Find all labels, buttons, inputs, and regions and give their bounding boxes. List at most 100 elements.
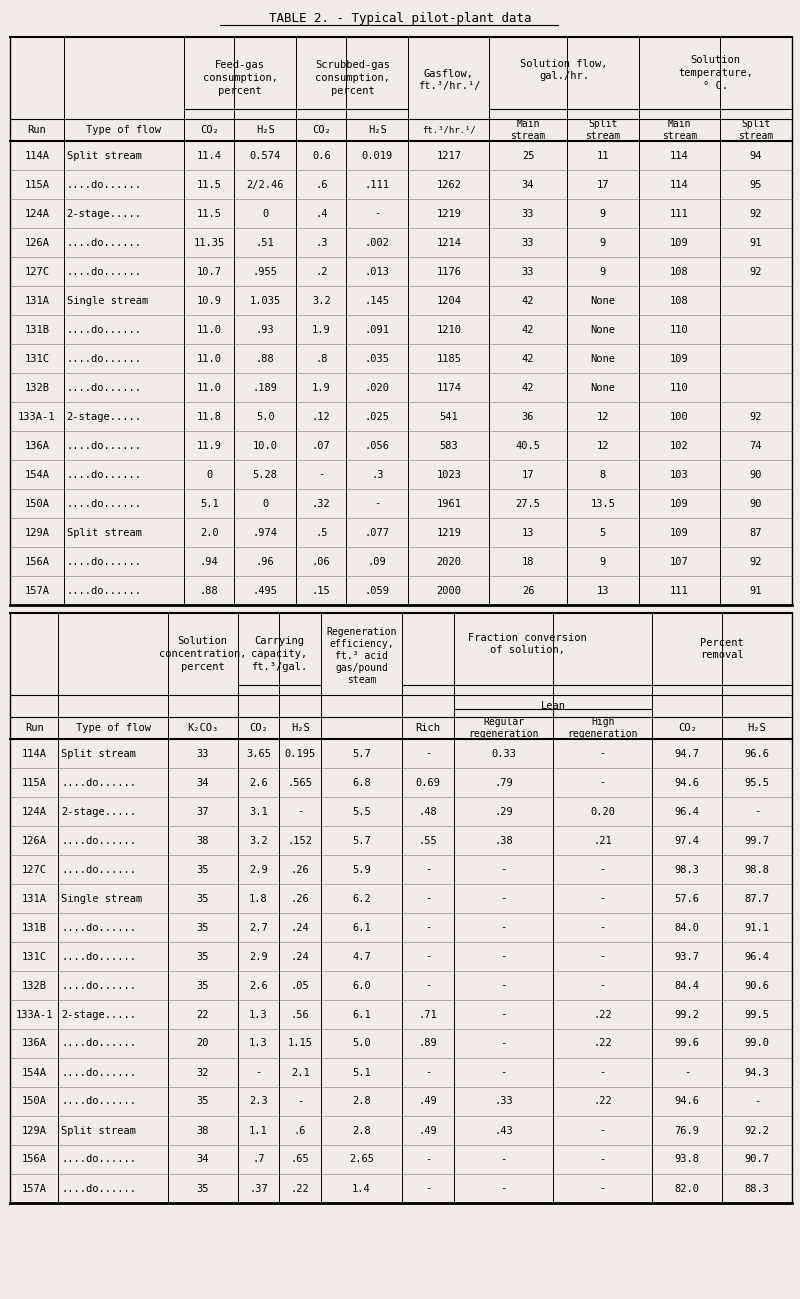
Text: 1.035: 1.035 <box>250 295 281 305</box>
Text: .06: .06 <box>312 556 330 566</box>
Text: 541: 541 <box>439 412 458 421</box>
Text: .22: .22 <box>290 1183 310 1194</box>
Text: -: - <box>501 1155 506 1164</box>
Text: .24: .24 <box>290 951 310 961</box>
Text: 0: 0 <box>262 499 268 508</box>
Text: 99.7: 99.7 <box>745 835 770 846</box>
Text: 13: 13 <box>597 586 609 595</box>
Text: 96.4: 96.4 <box>745 951 770 961</box>
Text: None: None <box>590 353 615 364</box>
Text: -: - <box>374 499 381 508</box>
Text: 156A: 156A <box>24 556 50 566</box>
Text: Fraction conversion
of solution,: Fraction conversion of solution, <box>468 633 586 656</box>
Text: 114A: 114A <box>22 748 46 759</box>
Text: 5.0: 5.0 <box>352 1038 371 1048</box>
Text: ....do......: ....do...... <box>66 325 142 335</box>
Text: 127C: 127C <box>22 865 46 874</box>
Text: 131B: 131B <box>22 922 46 933</box>
Text: -: - <box>501 894 506 904</box>
Text: None: None <box>590 325 615 335</box>
Text: 35: 35 <box>197 865 209 874</box>
Text: -: - <box>374 209 381 218</box>
Text: Single stream: Single stream <box>66 295 148 305</box>
Text: 38: 38 <box>197 1125 209 1135</box>
Text: 1.3: 1.3 <box>249 1038 268 1048</box>
Text: 26: 26 <box>522 586 534 595</box>
Text: 1.9: 1.9 <box>312 382 330 392</box>
Text: Type of flow: Type of flow <box>76 724 150 733</box>
Text: .111: .111 <box>365 179 390 190</box>
Text: Percent
removal: Percent removal <box>700 638 744 660</box>
Text: H₂S: H₂S <box>368 125 386 135</box>
Text: ....do......: ....do...... <box>66 382 142 392</box>
Text: 156A: 156A <box>22 1155 46 1164</box>
Text: .24: .24 <box>290 922 310 933</box>
Text: 1214: 1214 <box>437 238 462 248</box>
Text: 88.3: 88.3 <box>745 1183 770 1194</box>
Text: 98.3: 98.3 <box>674 865 700 874</box>
Text: ....do......: ....do...... <box>66 499 142 508</box>
Text: 157A: 157A <box>22 1183 46 1194</box>
Text: 92.2: 92.2 <box>745 1125 770 1135</box>
Text: 36: 36 <box>522 412 534 421</box>
Text: 131C: 131C <box>24 353 50 364</box>
Text: 5.1: 5.1 <box>200 499 218 508</box>
Text: 110: 110 <box>670 325 689 335</box>
Text: 87.7: 87.7 <box>745 894 770 904</box>
Text: -: - <box>754 1096 760 1107</box>
Text: 0.574: 0.574 <box>250 151 281 161</box>
Text: None: None <box>590 382 615 392</box>
Text: Main
stream: Main stream <box>510 120 546 140</box>
Text: CO₂: CO₂ <box>200 125 218 135</box>
Text: ....do......: ....do...... <box>62 1038 137 1048</box>
Text: ....do......: ....do...... <box>62 922 137 933</box>
Text: -: - <box>599 922 606 933</box>
Text: CO₂: CO₂ <box>678 724 697 733</box>
Text: -: - <box>599 1183 606 1194</box>
Text: 11.0: 11.0 <box>197 325 222 335</box>
Text: 131C: 131C <box>22 951 46 961</box>
Text: 109: 109 <box>670 499 689 508</box>
Text: .565: .565 <box>288 778 313 787</box>
Text: -: - <box>599 951 606 961</box>
Text: ....do......: ....do...... <box>66 440 142 451</box>
Text: 2.9: 2.9 <box>249 951 268 961</box>
Text: -: - <box>425 1183 431 1194</box>
Text: 91.1: 91.1 <box>745 922 770 933</box>
Text: ....do......: ....do...... <box>62 1096 137 1107</box>
Text: .56: .56 <box>290 1009 310 1020</box>
Text: 129A: 129A <box>22 1125 46 1135</box>
Text: .96: .96 <box>256 556 274 566</box>
Text: 33: 33 <box>522 238 534 248</box>
Text: ....do......: ....do...... <box>66 586 142 595</box>
Text: Single stream: Single stream <box>62 894 142 904</box>
Text: 132B: 132B <box>24 382 50 392</box>
Text: 126A: 126A <box>24 238 50 248</box>
Text: -: - <box>425 894 431 904</box>
Text: .6: .6 <box>294 1125 306 1135</box>
Text: 17: 17 <box>597 179 609 190</box>
Text: Main
stream: Main stream <box>662 120 697 140</box>
Text: -: - <box>599 1068 606 1077</box>
Text: 0.69: 0.69 <box>415 778 441 787</box>
Text: -: - <box>599 748 606 759</box>
Text: Solution
concentration,
percent: Solution concentration, percent <box>159 637 246 672</box>
Text: ft.³/hr.¹/: ft.³/hr.¹/ <box>422 126 476 135</box>
Text: -: - <box>599 894 606 904</box>
Text: Split stream: Split stream <box>66 527 142 538</box>
Text: 0.20: 0.20 <box>590 807 615 817</box>
Text: ....do......: ....do...... <box>62 1183 137 1194</box>
Text: 100: 100 <box>670 412 689 421</box>
Text: .6: .6 <box>315 179 327 190</box>
Text: 0.019: 0.019 <box>362 151 393 161</box>
Text: 107: 107 <box>670 556 689 566</box>
Text: -: - <box>297 1096 303 1107</box>
Text: 96.6: 96.6 <box>745 748 770 759</box>
Text: 87: 87 <box>750 527 762 538</box>
Text: 17: 17 <box>522 469 534 479</box>
Text: 34: 34 <box>197 1155 209 1164</box>
Text: 1.4: 1.4 <box>352 1183 371 1194</box>
Text: 94.6: 94.6 <box>674 778 700 787</box>
Text: .025: .025 <box>365 412 390 421</box>
Text: 11.0: 11.0 <box>197 353 222 364</box>
